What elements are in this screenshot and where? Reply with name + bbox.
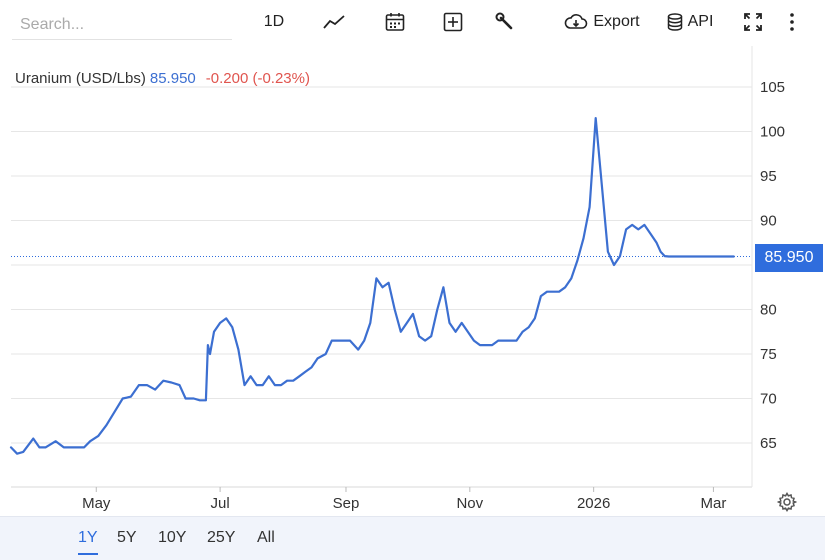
chart-type-button[interactable] [320, 9, 348, 35]
chart-settings-button[interactable] [776, 492, 798, 517]
legend-name: Uranium (USD/Lbs) [15, 70, 146, 87]
cloud-download-icon [565, 14, 588, 29]
export-button[interactable]: Export [562, 9, 642, 35]
more-vertical-icon [790, 13, 794, 31]
fullscreen-button[interactable] [741, 9, 765, 35]
x-tick-label-5: Mar [701, 495, 727, 512]
range-button-1y[interactable]: 1Y [78, 529, 98, 555]
calendar-button[interactable] [383, 9, 407, 35]
range-button-all[interactable]: All [257, 529, 275, 546]
y-tick-label-65: 65 [760, 435, 777, 452]
interval-button[interactable]: 1D [258, 9, 290, 35]
expand-icon [744, 13, 762, 31]
search-input[interactable] [12, 10, 232, 40]
line-chart-icon [323, 15, 345, 29]
x-tick-label-4: 2026 [577, 495, 610, 512]
x-tick-label-3: Nov [456, 495, 483, 512]
y-tick-label-95: 95 [760, 168, 777, 185]
calendar-icon [385, 13, 405, 31]
price-chart[interactable]: 65707580859095100105MayJulSepNov2026Mar [0, 0, 825, 516]
api-label: API [687, 13, 714, 30]
more-button[interactable] [783, 9, 801, 35]
range-selector: 1Y 5Y 10Y 25Y All [0, 516, 825, 560]
legend-change: -0.200 (-0.23%) [205, 70, 310, 87]
y-tick-label-70: 70 [760, 391, 777, 408]
x-tick-label-1: Jul [211, 495, 230, 512]
tools-button[interactable] [493, 9, 517, 35]
toolbar: 1D [0, 0, 825, 46]
range-button-5y[interactable]: 5Y [117, 529, 137, 546]
interval-label: 1D [263, 13, 285, 30]
y-tick-label-90: 90 [760, 213, 777, 230]
x-tick-label-2: Sep [333, 495, 360, 512]
y-tick-label-75: 75 [760, 346, 777, 363]
wrench-icon [495, 12, 513, 30]
api-button[interactable]: API [664, 9, 716, 35]
last-price-tag: 85.950 [755, 244, 823, 272]
database-icon [667, 13, 682, 31]
range-button-25y[interactable]: 25Y [207, 529, 236, 546]
legend-price: 85.950 [149, 70, 196, 87]
range-button-10y[interactable]: 10Y [158, 529, 187, 546]
y-tick-label-100: 100 [760, 124, 785, 141]
y-tick-label-105: 105 [760, 79, 785, 96]
gear-icon [776, 492, 798, 512]
last-price-label: 85.950 [764, 249, 814, 266]
add-indicator-button[interactable] [441, 9, 465, 35]
y-tick-label-80: 80 [760, 302, 777, 319]
chart-legend: Uranium (USD/Lbs) 85.950 -0.200 (-0.23%) [15, 70, 310, 87]
export-label: Export [593, 13, 640, 30]
x-tick-label-0: May [82, 495, 111, 512]
plus-square-icon [443, 12, 463, 32]
series-line-0 [9, 116, 735, 455]
